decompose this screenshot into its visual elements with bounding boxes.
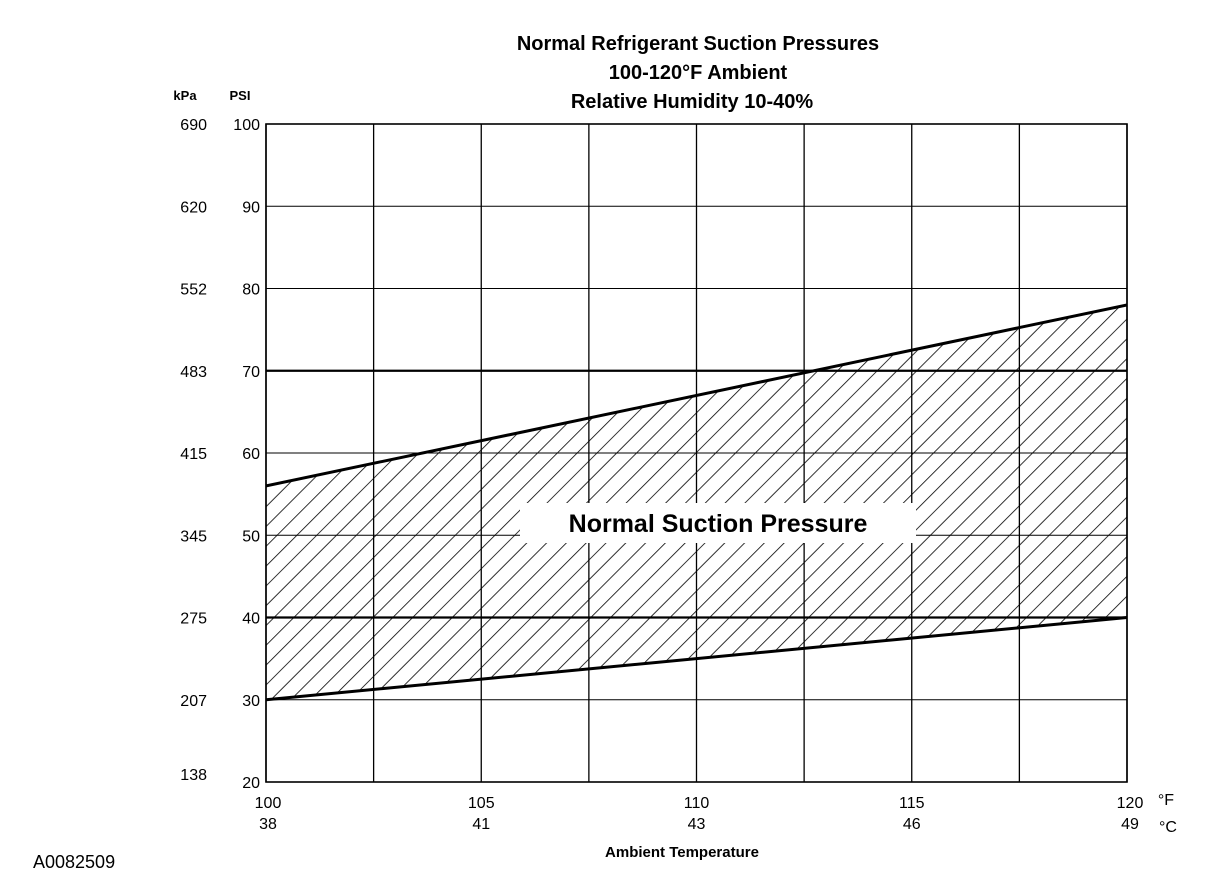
x-tick-celsius: 41	[472, 816, 490, 833]
x-tick-fahrenheit: 100	[255, 795, 282, 812]
title-line-1: Normal Refrigerant Suction Pressures	[517, 33, 879, 55]
y-tick-kpa: 552	[180, 282, 207, 299]
band-label: Normal Suction Pressure	[569, 510, 868, 538]
lower-bound-line	[266, 616, 1127, 702]
y-tick-kpa: 483	[180, 364, 207, 381]
x-unit-fahrenheit: °F	[1158, 792, 1174, 809]
band-bounds-layer	[266, 303, 1127, 702]
x-tick-celsius: 38	[259, 816, 277, 833]
y-unit-psi: PSI	[230, 88, 251, 103]
grid-layer	[265, 123, 1128, 783]
y-tick-kpa: 690	[180, 117, 207, 134]
y-tick-kpa: 207	[180, 693, 207, 710]
chart-title: Normal Refrigerant Suction Pressures 100…	[517, 33, 879, 113]
x-tick-celsius: 46	[903, 816, 921, 833]
y-tick-psi: 40	[242, 611, 260, 628]
figure-id: A0082509	[33, 852, 115, 872]
y-unit-kpa: kPa	[173, 88, 197, 103]
y-tick-labels: 100 690 90 620 80 552 70 483 60 415 50 345 40 275 30 20…	[180, 117, 260, 792]
band-label-backdrop	[520, 503, 916, 543]
title-line-3: Relative Humidity 10-40%	[571, 91, 814, 113]
x-tick-fahrenheit: 115	[899, 795, 925, 812]
y-tick-psi: 20	[242, 775, 260, 792]
plot-frame	[265, 123, 1128, 783]
y-tick-psi: 70	[242, 364, 260, 381]
x-tick-fahrenheit: 120	[1117, 795, 1144, 812]
title-line-2: 100-120°F Ambient	[609, 62, 788, 84]
x-tick-celsius: 43	[688, 816, 706, 833]
y-tick-psi: 60	[242, 446, 260, 463]
x-tick-fahrenheit: 105	[468, 795, 495, 812]
y-tick-psi: 100	[233, 117, 260, 134]
x-unit-celsius: °C	[1159, 819, 1177, 836]
x-tick-celsius: 49	[1121, 816, 1139, 833]
y-tick-kpa: 415	[180, 446, 207, 463]
x-axis-label: Ambient Temperature	[605, 844, 759, 861]
y-tick-kpa: 275	[180, 611, 207, 628]
x-tick-fahrenheit: 110	[684, 795, 710, 812]
y-tick-kpa: 345	[180, 528, 207, 545]
y-tick-kpa: 138	[180, 767, 207, 784]
upper-bound-line	[266, 303, 1127, 488]
y-tick-kpa: 620	[180, 199, 207, 216]
y-tick-psi: 50	[242, 528, 260, 545]
y-tick-psi: 80	[242, 282, 260, 299]
y-tick-psi: 30	[242, 693, 260, 710]
x-tick-labels: 100 38 105 41 110 43 115 46 120 49	[255, 795, 1144, 833]
y-tick-psi: 90	[242, 199, 260, 216]
